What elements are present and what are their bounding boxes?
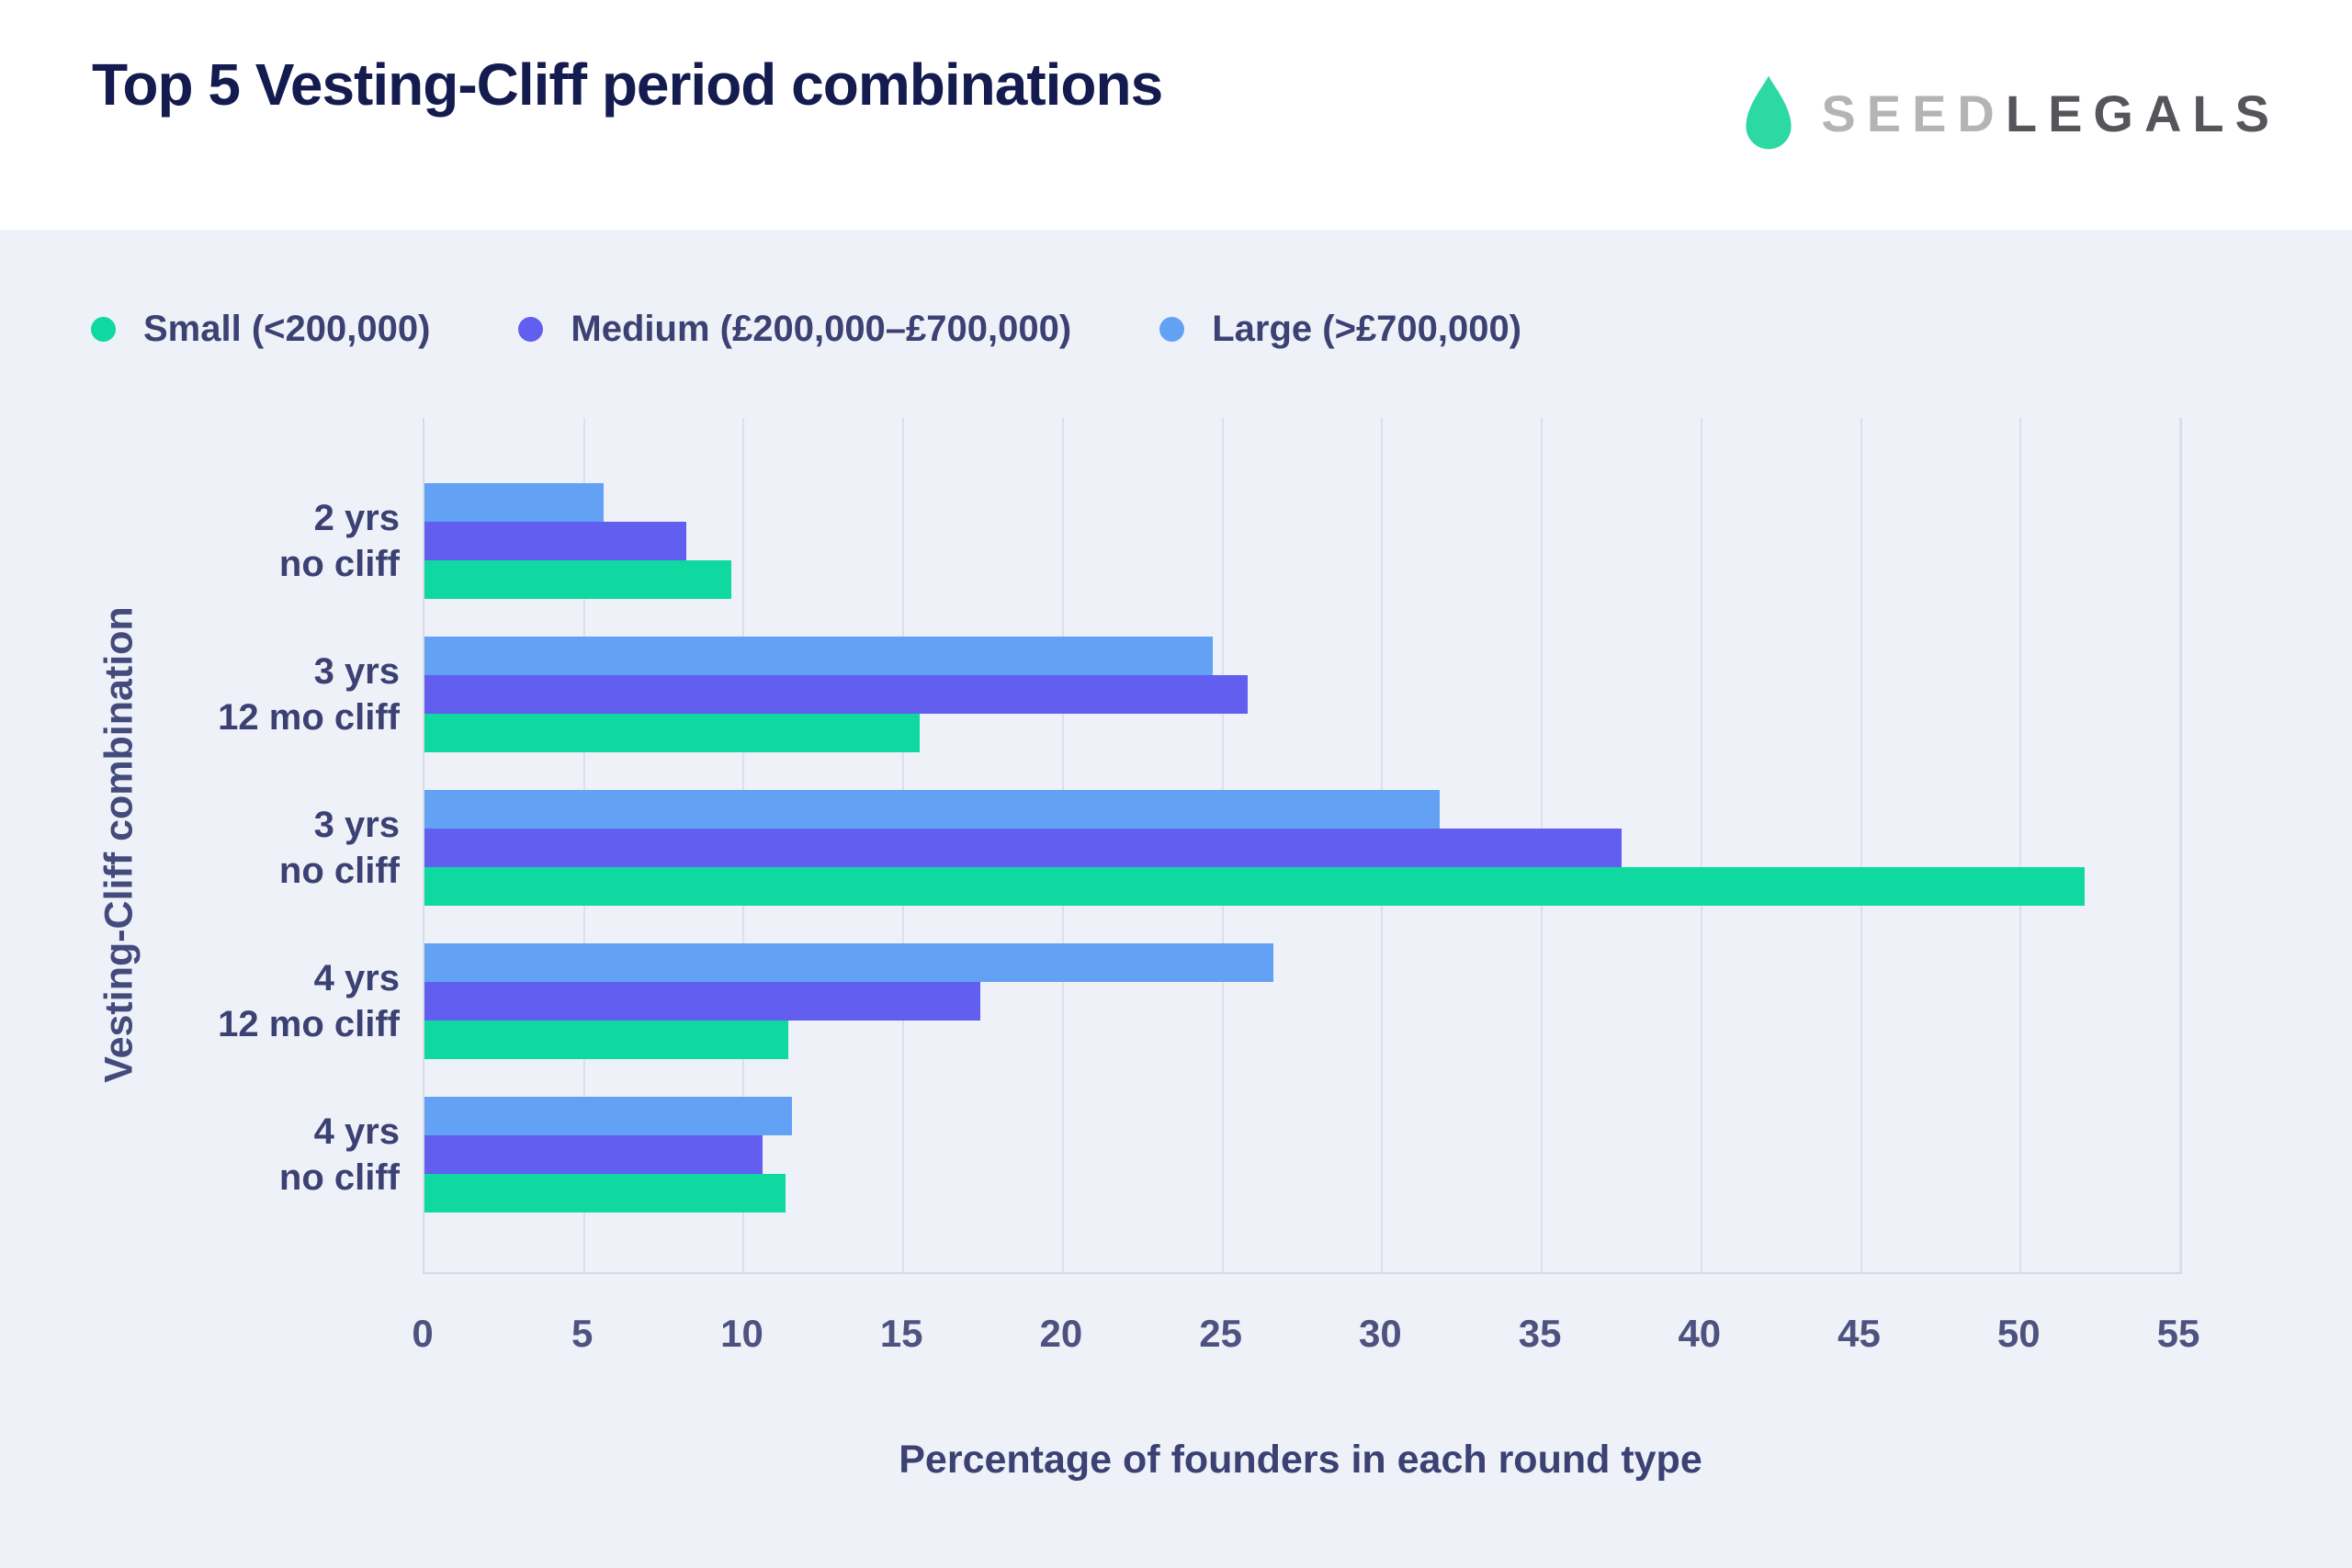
- bar: [424, 982, 980, 1021]
- bar: [424, 1021, 789, 1059]
- legend-dot-icon: [518, 316, 544, 342]
- x-axis-title: Percentage of founders in each round typ…: [899, 1438, 1702, 1482]
- logo-wordmark: SEEDLEGALS: [1821, 84, 2280, 143]
- category-label: 3 yrs 12 mo cliff: [14, 649, 400, 740]
- x-tick-label: 15: [879, 1312, 923, 1355]
- x-tick-label: 45: [1838, 1312, 1881, 1355]
- header: Top 5 Vesting-Cliff period combinations …: [0, 0, 2352, 230]
- category-label-line: 12 mo cliff: [218, 1004, 400, 1044]
- gridline: [1700, 418, 1702, 1272]
- legend-item: Medium (£200,000–£700,000): [518, 309, 1071, 350]
- bar: [424, 943, 1274, 982]
- category-label: 4 yrs no cliff: [14, 1109, 400, 1201]
- gridline: [1860, 418, 1862, 1272]
- legend-item: Large (>£700,000): [1159, 309, 1521, 350]
- gridline: [2019, 418, 2022, 1272]
- x-tick-label: 25: [1199, 1312, 1242, 1355]
- x-tick-label: 10: [720, 1312, 763, 1355]
- legend-dot-icon: [91, 316, 116, 342]
- x-tick-label: 0: [412, 1312, 434, 1355]
- bar: [424, 714, 920, 752]
- bar: [424, 560, 731, 599]
- category-label-line: no cliff: [278, 1157, 400, 1198]
- legend-label: Small (<200,000): [143, 308, 431, 349]
- gridline: [2179, 418, 2181, 1272]
- x-tick-label: 55: [2156, 1312, 2200, 1355]
- category-label-line: 12 mo cliff: [218, 697, 400, 738]
- legend-dot-icon: [1159, 316, 1185, 342]
- bar: [424, 790, 1440, 829]
- category-label-line: 2 yrs: [313, 498, 400, 538]
- plot-area: [423, 418, 2182, 1274]
- category-label-line: 3 yrs: [313, 651, 400, 692]
- bar: [424, 829, 1622, 867]
- chart-legend: Small (<200,000) Medium (£200,000–£700,00…: [91, 303, 1610, 355]
- bar: [424, 675, 1249, 714]
- x-tick-label: 35: [1518, 1312, 1562, 1355]
- category-label-line: no cliff: [278, 544, 400, 584]
- bar: [424, 483, 604, 522]
- bar: [424, 1135, 763, 1174]
- legend-item: Small (<200,000): [91, 309, 430, 350]
- x-tick-label: 20: [1039, 1312, 1083, 1355]
- x-tick-label: 5: [571, 1312, 594, 1355]
- bar: [424, 637, 1214, 675]
- y-axis-title: Vesting-Cliff combination: [96, 606, 141, 1083]
- legend-label: Medium (£200,000–£700,000): [571, 308, 1072, 349]
- category-label-line: 3 yrs: [313, 805, 400, 845]
- x-tick-label: 50: [1996, 1312, 2041, 1355]
- logo-text-seed: SEED: [1821, 84, 2006, 142]
- category-label: 4 yrs 12 mo cliff: [14, 955, 400, 1047]
- bar: [424, 1097, 792, 1135]
- category-label: 2 yrs no cliff: [14, 495, 400, 587]
- seedlegals-logo: SEEDLEGALS: [1740, 73, 2280, 152]
- bar: [424, 867, 2085, 906]
- x-tick-label: 40: [1678, 1312, 1722, 1355]
- category-label-line: no cliff: [278, 851, 400, 891]
- category-label-line: 4 yrs: [313, 958, 400, 998]
- category-label: 3 yrs no cliff: [14, 802, 400, 894]
- category-label-line: 4 yrs: [313, 1111, 400, 1152]
- bar: [424, 1174, 786, 1213]
- page-title: Top 5 Vesting-Cliff period combinations: [92, 51, 1163, 118]
- x-tick-label: 30: [1359, 1312, 1402, 1355]
- droplet-icon: [1746, 75, 1792, 150]
- bar: [424, 522, 686, 560]
- legend-label: Large (>£700,000): [1212, 308, 1522, 349]
- logo-text-legals: LEGALS: [2005, 84, 2280, 142]
